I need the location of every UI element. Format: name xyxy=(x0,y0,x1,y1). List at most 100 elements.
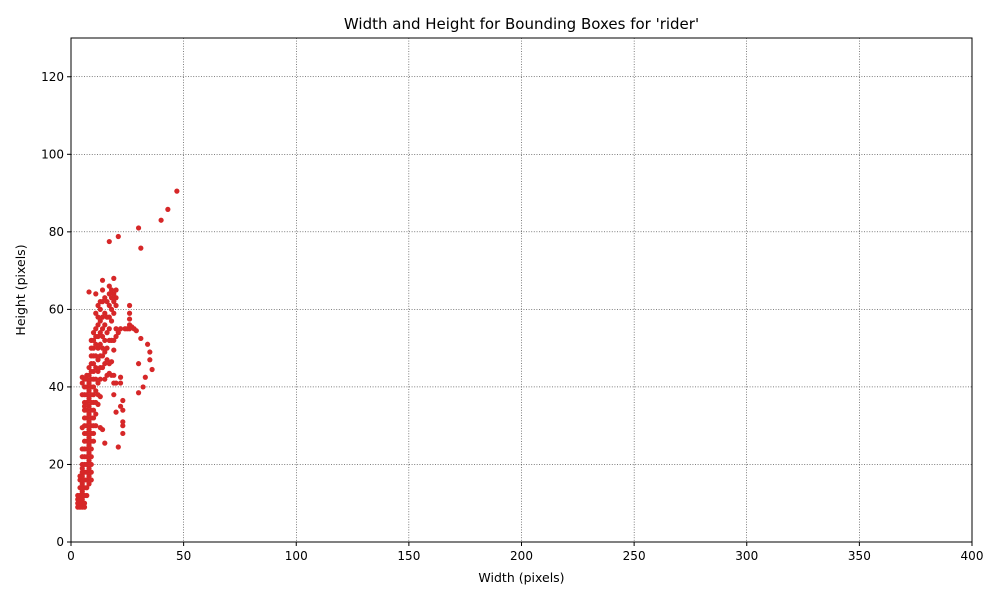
data-point xyxy=(113,333,119,340)
data-point xyxy=(95,345,101,351)
data-point xyxy=(111,310,117,316)
data-point xyxy=(95,357,101,363)
data-point xyxy=(108,287,115,293)
data-point xyxy=(95,302,101,309)
data-point xyxy=(88,461,94,468)
data-point xyxy=(86,364,92,371)
data-point xyxy=(99,353,106,359)
data-point xyxy=(135,225,142,231)
data-point xyxy=(86,380,92,386)
data-point xyxy=(97,376,103,382)
data-point xyxy=(90,368,97,375)
data-point xyxy=(117,374,124,380)
data-point xyxy=(93,291,99,297)
data-point xyxy=(102,349,108,355)
data-point xyxy=(93,341,99,347)
data-point xyxy=(158,217,164,223)
data-point xyxy=(93,364,99,371)
data-point xyxy=(108,359,115,365)
data-point xyxy=(84,384,90,390)
data-point xyxy=(95,333,101,340)
data-point xyxy=(102,440,108,446)
data-point xyxy=(102,376,108,382)
x-tick-label: 350 xyxy=(848,549,871,563)
data-point xyxy=(99,277,106,283)
data-point xyxy=(111,275,117,281)
data-point xyxy=(84,446,90,452)
data-point xyxy=(88,469,94,475)
data-point xyxy=(133,328,139,334)
data-point xyxy=(93,376,99,382)
data-point xyxy=(104,299,110,305)
data-point xyxy=(90,361,97,367)
data-point xyxy=(135,390,142,396)
data-point xyxy=(84,454,90,460)
data-point xyxy=(88,454,94,460)
data-point xyxy=(97,341,103,347)
data-point xyxy=(104,345,110,351)
data-point xyxy=(102,337,108,343)
data-point xyxy=(90,430,97,437)
data-point xyxy=(106,302,112,309)
data-point xyxy=(86,289,92,295)
data-point xyxy=(86,411,92,417)
x-tick-label: 200 xyxy=(510,549,533,563)
data-point xyxy=(95,401,101,407)
data-point xyxy=(86,442,92,448)
data-point xyxy=(81,403,88,409)
data-point xyxy=(84,485,90,491)
y-tick-label: 0 xyxy=(56,535,64,549)
data-point xyxy=(111,347,117,353)
data-point xyxy=(117,403,124,409)
x-tick-label: 100 xyxy=(285,549,308,563)
data-point xyxy=(106,283,112,289)
data-point xyxy=(99,426,106,433)
data-point xyxy=(86,419,92,425)
data-point xyxy=(97,330,103,336)
data-point xyxy=(97,306,103,312)
data-point xyxy=(117,380,124,386)
data-point xyxy=(79,481,85,487)
data-point xyxy=(90,392,97,398)
data-point xyxy=(120,419,126,425)
data-point xyxy=(106,291,112,297)
y-axis-label: Height (pixels) xyxy=(13,244,28,335)
data-point xyxy=(86,450,92,456)
data-point xyxy=(86,434,92,440)
chart-title: Width and Height for Bounding Boxes for … xyxy=(344,15,699,33)
data-point xyxy=(104,357,110,363)
x-tick-label: 0 xyxy=(67,549,75,563)
data-point xyxy=(86,457,92,464)
data-point xyxy=(113,295,119,301)
data-point xyxy=(93,310,99,316)
data-point xyxy=(90,330,97,336)
data-point xyxy=(90,384,97,390)
data-point xyxy=(90,438,97,444)
data-point xyxy=(113,287,119,293)
y-tick-label: 60 xyxy=(49,302,64,316)
data-point xyxy=(115,330,121,336)
data-point xyxy=(84,461,90,468)
y-tick-label: 120 xyxy=(41,70,64,84)
data-point xyxy=(120,423,126,429)
data-point xyxy=(84,430,90,437)
data-point xyxy=(79,496,85,502)
data-point xyxy=(79,465,85,471)
data-point xyxy=(84,392,90,398)
data-point xyxy=(95,314,101,320)
axis-ticks: 0 50 100 150 200 250 300 350 400 0 20 40 60 80 100 120 xyxy=(41,70,983,563)
data-point xyxy=(93,326,99,332)
data-point xyxy=(104,330,110,336)
data-point xyxy=(126,302,133,309)
data-point xyxy=(84,477,90,483)
data-point xyxy=(102,361,108,367)
data-point xyxy=(90,345,97,351)
data-point xyxy=(174,188,180,194)
data-point xyxy=(81,504,88,510)
data-point xyxy=(90,407,97,413)
data-point xyxy=(99,345,106,351)
data-point xyxy=(165,206,171,212)
data-point xyxy=(135,361,142,367)
y-tick-label: 40 xyxy=(49,380,64,394)
